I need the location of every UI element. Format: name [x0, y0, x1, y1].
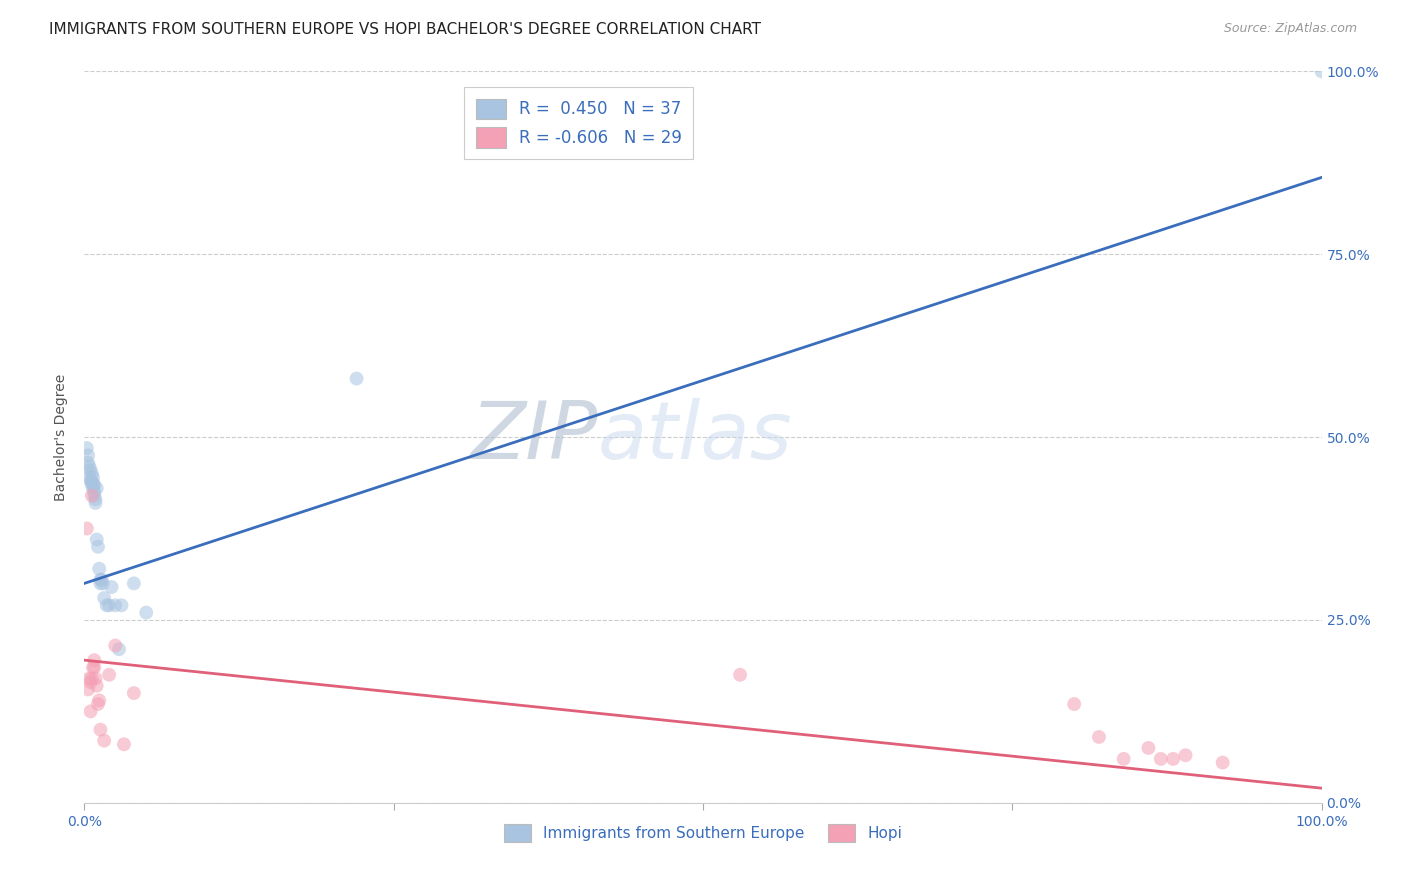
Point [76, 521, 98, 535]
Point [83, 489, 105, 503]
Point [86, 533, 108, 547]
Point [98, 667, 121, 681]
Legend: Immigrants from Southern Europe, Hopi: Immigrants from Southern Europe, Hopi [496, 816, 910, 850]
Point [82, 470, 104, 484]
Point [89, 576, 111, 591]
Point [79, 459, 101, 474]
Point [89, 562, 111, 576]
Text: atlas: atlas [598, 398, 793, 476]
Point [122, 576, 145, 591]
Point [96, 599, 118, 613]
Point [79, 705, 101, 719]
Text: IMMIGRANTS FROM SOUTHERN EUROPE VS HOPI BACHELOR'S DEGREE CORRELATION CHART: IMMIGRANTS FROM SOUTHERN EUROPE VS HOPI … [49, 22, 761, 37]
Text: ZIP: ZIP [471, 398, 598, 476]
Point [89, 723, 111, 737]
Point [112, 737, 135, 751]
Point [93, 733, 115, 747]
Point [1310, 64, 1333, 78]
Point [1112, 752, 1135, 766]
Point [98, 599, 121, 613]
Point [80, 672, 103, 686]
Point [82, 481, 104, 495]
Point [90, 573, 112, 587]
Point [77, 448, 100, 462]
Point [1150, 752, 1173, 766]
Point [80, 489, 103, 503]
Point [80, 474, 103, 488]
Point [346, 371, 368, 385]
Point [80, 477, 103, 491]
Point [108, 642, 131, 657]
Point [110, 599, 132, 613]
Point [83, 485, 105, 500]
Point [104, 599, 127, 613]
Point [122, 686, 145, 700]
Point [89, 693, 111, 707]
Point [135, 606, 157, 620]
Point [89, 573, 111, 587]
Y-axis label: Bachelor's Degree: Bachelor's Degree [55, 374, 69, 500]
Point [77, 682, 100, 697]
Point [76, 441, 98, 455]
Point [93, 591, 115, 605]
Point [79, 470, 101, 484]
Point [87, 697, 110, 711]
Point [87, 540, 110, 554]
Point [100, 580, 122, 594]
Point [1063, 697, 1085, 711]
Text: Source: ZipAtlas.com: Source: ZipAtlas.com [1223, 22, 1357, 36]
Point [84, 496, 107, 510]
Point [1212, 756, 1234, 770]
Point [79, 463, 101, 477]
Point [104, 639, 127, 653]
Point [84, 672, 107, 686]
Point [83, 477, 105, 491]
Point [80, 467, 103, 481]
Point [1174, 748, 1197, 763]
Point [82, 660, 104, 674]
Point [86, 481, 108, 495]
Point [79, 474, 101, 488]
Point [1137, 740, 1160, 755]
Point [91, 576, 114, 591]
Point [82, 477, 104, 491]
Point [1161, 752, 1184, 766]
Point [79, 672, 101, 686]
Point [86, 679, 108, 693]
Point [79, 675, 101, 690]
Point [728, 667, 751, 681]
Point [1088, 730, 1111, 744]
Point [83, 660, 105, 674]
Point [83, 653, 105, 667]
Point [84, 492, 107, 507]
Point [77, 456, 100, 470]
